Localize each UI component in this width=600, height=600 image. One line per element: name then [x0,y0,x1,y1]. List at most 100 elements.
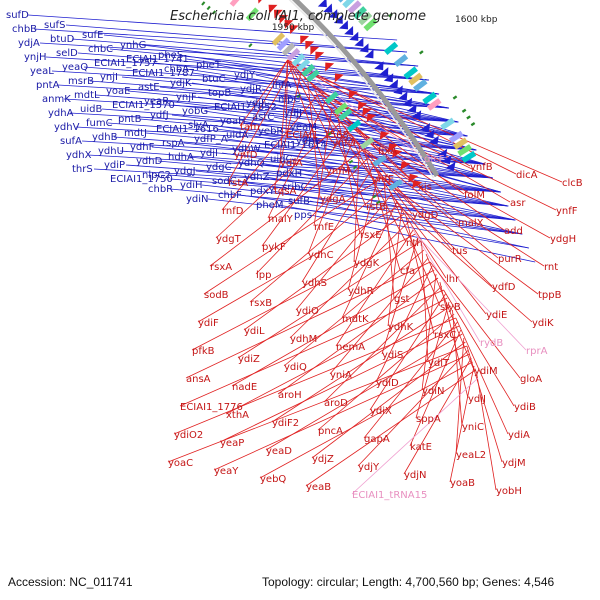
kbp-ticks: 1650 kbp1700 kbp1750 kbp1800 kbp1850 kbp… [272,9,324,33]
gene-label-reverse: yoaC [168,458,193,469]
gene-label-reverse: ydiQ [284,362,307,373]
gene-label-forward: pheS [158,50,183,61]
reverse-feature-block [347,119,362,133]
gene-label-reverse: ydhK [388,322,414,333]
gene-label-forward: selD [56,48,78,59]
gene-label-forward: ydfP_A [194,134,228,145]
reverse-feature-block [245,7,259,22]
reverse-gene-arrow [315,51,325,61]
reverse-gene-arrow [258,0,262,4]
forward-feature-block [338,0,344,3]
gene-leader-forward [63,98,459,123]
gene-leader-reverse [277,277,439,395]
reverse-gene-arrow [362,107,372,117]
gene-label-reverse: rydB [480,338,503,349]
gene-label-reverse: yeaB [306,482,331,493]
gene-leader-reverse [362,149,545,267]
gene-label-forward: ydhB [92,132,118,143]
gene-label-forward: ECIAI1_1614 [264,140,327,151]
gene-leader-reverse [410,225,481,343]
kbp-label: 1950 kbp [272,23,315,33]
reverse-feature-block [324,91,339,105]
gene-label-reverse: ynfO [332,138,356,149]
gene-label-forward: ydjI [200,148,218,159]
gene-leader-forward [65,24,407,53]
forward-feature-block [453,137,468,150]
gene-leader-reverse [219,325,460,443]
gene-label-reverse: yeaP [220,438,244,449]
gene-leader-forward [139,118,477,151]
gene-label-reverse: ydiZ [238,354,260,365]
gene-label-forward: chbR [148,184,173,195]
reverse-gene-arrow [392,149,403,158]
gene-label-reverse: ydiO2 [174,430,203,441]
gene-label-forward: uidC [270,154,292,165]
reverse-gene-arrow [412,179,423,189]
gene-label-reverse: rnt [544,262,558,273]
gene-label-reverse: rstA [228,178,248,189]
gene-label-forward: ECIAI1_1616 [156,124,219,135]
gene-leader-reverse [249,185,388,303]
gene-leader-reverse [375,169,493,287]
gene-leader-reverse [215,121,342,239]
gene-label-forward: btuC [202,74,226,85]
gene-label-reverse: tus [452,246,467,257]
gene-label-forward: sufD [6,10,29,21]
gene-label-reverse: dicF [424,154,445,165]
gene-label-forward: yoaE [106,86,130,97]
gene-label-reverse: ydiF [198,318,219,329]
gene-label-reverse: add [504,226,523,237]
gene-label-reverse: aroD [324,398,348,409]
outer-marker [470,122,476,127]
gene-label-reverse: ECIAI1_1776 [180,402,243,413]
gene-label-reverse: ydhM [290,334,317,345]
gene-label-reverse: ydgD [412,210,439,221]
reverse-gene-arrow [279,14,289,24]
gene-leader-forward [93,168,501,193]
forward-gene-arrow [359,43,369,53]
gene-label-forward: ydiH [180,180,203,191]
reverse-gene-arrow [379,131,390,140]
gene-leader-forward [157,160,501,193]
outer-marker [452,95,458,100]
forward-gene-arrow [420,122,431,132]
gene-label-forward: astE [138,82,160,93]
gene-leader-forward [171,114,477,151]
gene-label-reverse: ydiO [296,306,319,317]
gene-leader-forward [267,102,477,151]
gene-leader-reverse [301,165,374,283]
gene-leader-forward [239,194,523,235]
gene-label-forward: ydiP [104,160,125,171]
red-gene-lines [167,59,563,495]
gene-label-reverse: folM [464,190,485,201]
gene-leader-reverse [227,65,294,183]
gene-label-reverse: ydjY [358,462,380,473]
gene-label-forward: ynjF [176,92,197,103]
gene-label-reverse: ydiL [244,326,265,337]
gene-leader-reverse [295,193,393,311]
gene-leader-reverse [313,109,333,227]
gene-label-reverse: malX [458,218,484,229]
reverse-gene-arrow [325,62,335,72]
gene-leader-forward [207,198,523,235]
gene-label-reverse: ansA [186,374,211,385]
gene-label-forward: yebR [258,126,283,137]
reverse-feature-block [301,63,316,77]
forward-feature-block [358,11,373,26]
gene-label-reverse: aroH [278,390,302,401]
gene-label-reverse: rprA [526,346,548,357]
gene-label-forward: ECIAI1_1750 [110,174,173,185]
gene-label-reverse: purR [498,254,522,265]
gene-label-forward: uidB [80,104,102,115]
gene-label-reverse: ydgK [354,258,380,269]
gene-leader-reverse [415,233,527,351]
forward-feature-block [457,144,473,157]
forward-gene-arrow [379,67,389,77]
gene-leader-reverse [393,197,487,315]
forward-feature-block [426,98,442,111]
gene-leader-forward [113,136,485,165]
gene-leader-reverse [381,177,539,295]
gene-leader-reverse [289,221,409,339]
forward-gene-arrow [411,110,422,120]
reverse-feature-block [276,37,291,51]
